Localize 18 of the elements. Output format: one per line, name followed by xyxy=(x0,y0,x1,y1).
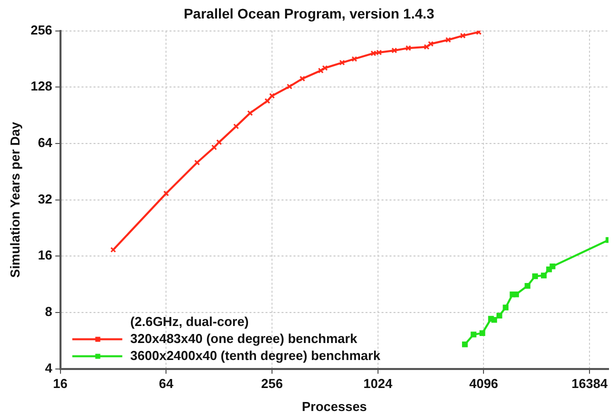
y-axis-title: Simulation Years per Day xyxy=(7,121,22,278)
y-tick-label: 4 xyxy=(45,360,54,376)
x-tick-label: 256 xyxy=(261,376,283,392)
chart-title: Parallel Ocean Program, version 1.4.3 xyxy=(184,5,434,22)
x-tick-label: 64 xyxy=(158,376,174,392)
x-axis-title: Processes xyxy=(302,398,367,414)
y-tick-label: 8 xyxy=(45,304,52,320)
y-tick-label: 128 xyxy=(30,78,52,94)
y-tick-label: 64 xyxy=(38,135,54,150)
x-tick-label: 4096 xyxy=(469,376,498,392)
x-tick-label: 1024 xyxy=(363,376,394,392)
y-tick-label: 256 xyxy=(30,22,52,38)
legend-label: 320x483x40 (one degree) benchmark xyxy=(130,330,358,346)
x-tick-label: 16384 xyxy=(571,376,608,392)
y-tick-label: 16 xyxy=(38,248,52,263)
legend-label: 3600x2400x40 (tenth degree) benchmark xyxy=(130,348,382,363)
y-tick-label: 32 xyxy=(38,191,52,206)
legend-title: (2.6GHz, dual-core) xyxy=(130,314,249,329)
